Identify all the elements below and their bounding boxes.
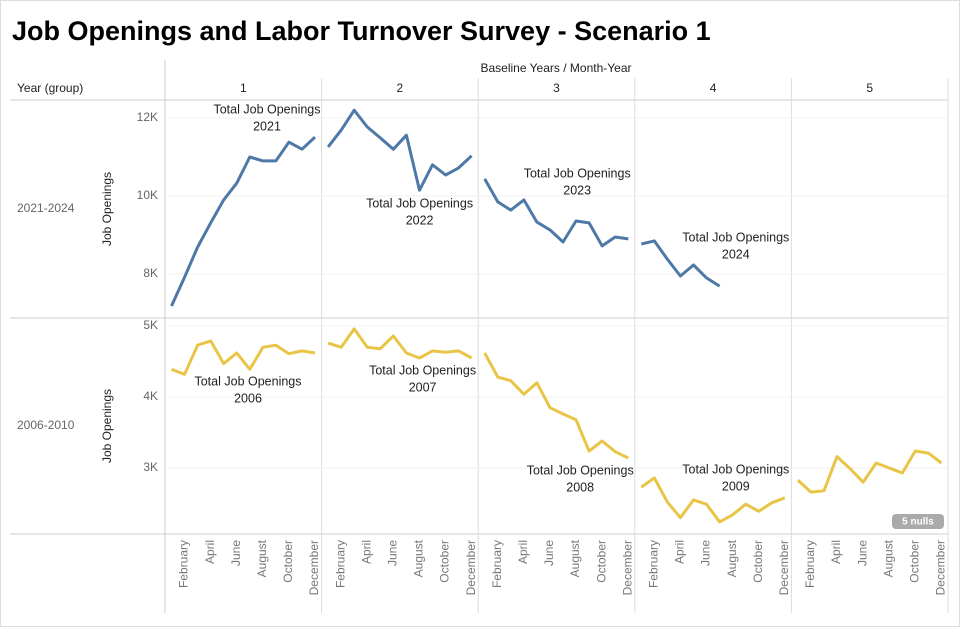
annotation: 2021 — [253, 119, 281, 133]
series-line — [170, 136, 317, 307]
x-tick-label: December — [464, 540, 478, 595]
y-axis-label: Job Openings — [100, 172, 114, 246]
x-tick-label: February — [333, 540, 347, 588]
annotation: 2023 — [563, 183, 591, 197]
nulls-badge-text: 5 nulls — [902, 517, 934, 528]
x-tick-label: June — [229, 540, 243, 566]
x-tick-label: June — [699, 540, 713, 566]
x-tick-label: October — [751, 540, 765, 583]
row-header: Year (group) — [17, 81, 83, 95]
annotation: 2006 — [234, 391, 262, 405]
column-label: 3 — [553, 81, 560, 95]
annotation: Total Job Openings — [524, 166, 631, 180]
nulls-badge — [892, 514, 944, 529]
series-line — [640, 239, 721, 288]
x-tick-label: April — [203, 540, 217, 564]
row-label: 2006-2010 — [17, 418, 75, 432]
series-line — [483, 352, 629, 460]
series-line — [483, 178, 629, 248]
x-tick-label: June — [386, 540, 400, 566]
annotation: 2007 — [409, 380, 437, 394]
column-label: 2 — [397, 81, 404, 95]
annotation: Total Job Openings — [682, 230, 789, 244]
series-line — [327, 327, 473, 360]
x-tick-label: October — [281, 540, 295, 583]
column-label: 1 — [240, 81, 247, 95]
x-tick-label: February — [803, 540, 817, 588]
x-tick-label: April — [359, 540, 373, 564]
annotation: 2009 — [722, 479, 750, 493]
annotation: 2024 — [722, 247, 750, 261]
y-tick-label: 3K — [143, 460, 158, 474]
x-tick-label: August — [881, 539, 895, 577]
x-tick-label: February — [490, 540, 504, 588]
y-tick-label: 8K — [143, 266, 158, 280]
series-line — [170, 339, 316, 376]
annotation: Total Job Openings — [682, 462, 789, 476]
x-tick-label: August — [255, 539, 269, 577]
annotation: Total Job Openings — [213, 102, 320, 116]
y-tick-label: 12K — [137, 110, 158, 124]
series-line — [326, 108, 473, 192]
x-tick-label: December — [777, 540, 791, 595]
row-label: 2021-2024 — [17, 201, 75, 215]
x-tick-label: April — [829, 540, 843, 564]
annotation: Total Job Openings — [194, 374, 301, 388]
x-tick-label: April — [516, 540, 530, 564]
x-tick-label: February — [647, 540, 661, 588]
x-tick-label: August — [412, 539, 426, 577]
series-line — [796, 449, 943, 494]
y-tick-label: 4K — [143, 389, 158, 403]
x-tick-label: October — [438, 540, 452, 583]
x-tick-label: June — [542, 540, 556, 566]
annotation: Total Job Openings — [527, 463, 634, 477]
y-tick-label: 10K — [137, 188, 158, 202]
column-label: 5 — [866, 81, 873, 95]
annotation: 2008 — [566, 480, 594, 494]
x-tick-label: April — [673, 540, 687, 564]
y-tick-label: 5K — [143, 318, 158, 332]
x-tick-label: June — [855, 540, 869, 566]
chart-title: Job Openings and Labor Turnover Survey -… — [12, 16, 711, 46]
column-header: Baseline Years / Month-Year — [481, 61, 632, 75]
series-line — [640, 476, 786, 524]
x-tick-label: August — [568, 539, 582, 577]
x-tick-label: February — [177, 540, 191, 588]
annotation: Total Job Openings — [366, 196, 473, 210]
column-label: 4 — [710, 81, 717, 95]
y-axis-label: Job Openings — [100, 389, 114, 463]
x-tick-label: October — [594, 540, 608, 583]
x-tick-label: December — [934, 540, 948, 595]
x-tick-label: October — [908, 540, 922, 583]
x-tick-label: August — [725, 539, 739, 577]
x-tick-label: December — [307, 540, 321, 595]
annotation: 2022 — [406, 213, 434, 227]
annotation: Total Job Openings — [369, 363, 476, 377]
x-tick-label: December — [620, 540, 634, 595]
